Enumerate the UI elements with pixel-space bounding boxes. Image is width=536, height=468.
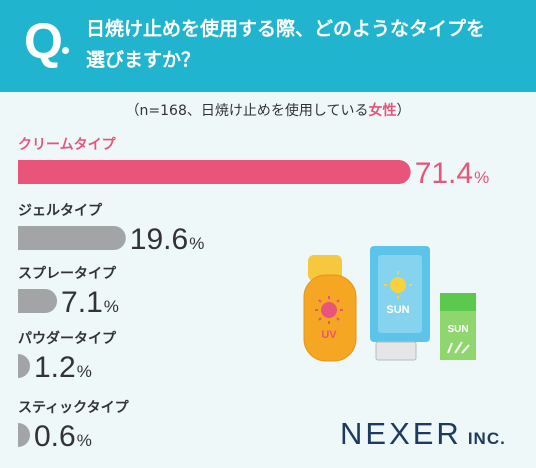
category-label: スティックタイプ xyxy=(18,400,130,416)
sample-note: （n=168、日焼け止めを使用している女性） xyxy=(0,100,536,120)
value-label: 19.6% xyxy=(130,223,205,256)
category-label: スプレータイプ xyxy=(18,266,117,282)
question-text-line-2: 選びますか？ xyxy=(86,49,201,71)
company-logo: NEXER INC. xyxy=(340,416,506,452)
question-mark: Q xyxy=(24,13,63,69)
bar xyxy=(18,289,58,313)
bar xyxy=(18,354,30,378)
value-label: 1.2% xyxy=(34,351,92,384)
category-label: ジェルタイプ xyxy=(18,203,103,219)
value-label: 71.4% xyxy=(415,157,490,190)
logo-sub-text: INC. xyxy=(467,429,506,448)
sun-stick-icon: SUN xyxy=(440,293,476,360)
sample-note-highlight: 女性 xyxy=(368,103,397,119)
sun-stick-label: SUN xyxy=(447,324,468,335)
uv-bottle-icon: UV xyxy=(303,255,357,362)
sample-note-prefix: （n=168、日焼け止めを使用している xyxy=(125,103,369,119)
logo-main-text: NEXER xyxy=(340,416,462,451)
value-label: 7.1% xyxy=(61,286,119,319)
bar xyxy=(18,226,126,250)
question-banner: Q 日焼け止めを使用する際、どのようなタイプを 選びますか？ xyxy=(0,0,536,92)
question-dot xyxy=(62,47,69,54)
sun-tube-label: SUN xyxy=(386,304,409,316)
sample-note-suffix: ） xyxy=(396,103,411,119)
category-label: クリームタイプ xyxy=(18,137,117,153)
question-text-line-1: 日焼け止めを使用する際、どのようなタイプを xyxy=(86,18,486,40)
bar xyxy=(18,423,30,447)
category-label: パウダータイプ xyxy=(18,330,117,347)
sun-tube-icon: SUN xyxy=(370,246,430,361)
bar xyxy=(18,160,411,184)
uv-label: UV xyxy=(321,329,337,341)
value-label: 0.6% xyxy=(34,420,92,453)
